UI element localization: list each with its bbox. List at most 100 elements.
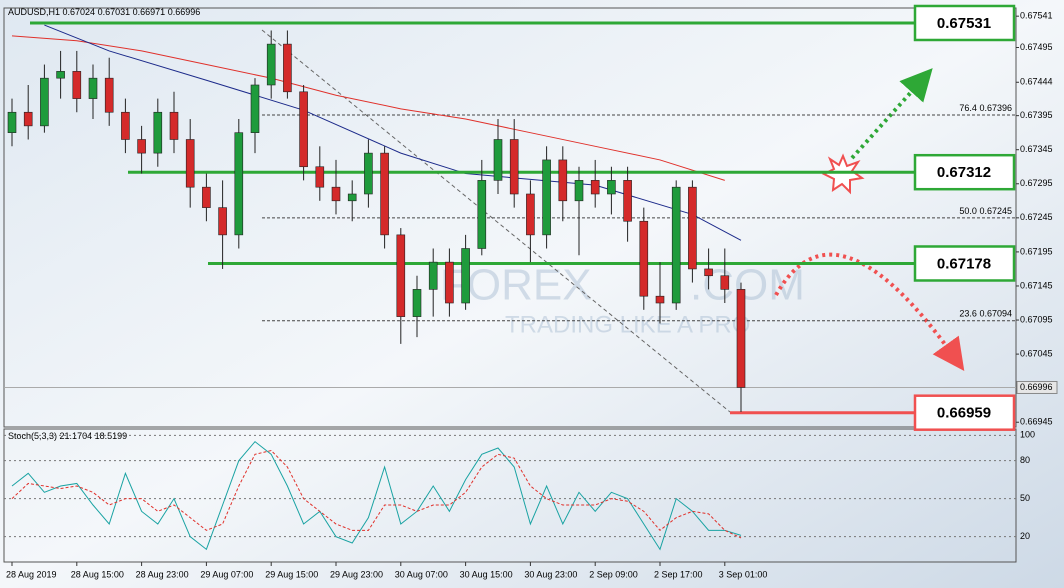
candle-body (7, 111, 17, 133)
stoch-panel (3, 428, 1017, 563)
y-tick-label: 0.67395 (1020, 110, 1053, 120)
y-tick-label: 0.66945 (1020, 417, 1053, 427)
y-tick-label: 0.67444 (1020, 77, 1053, 87)
candle-body (331, 186, 341, 202)
y-tick-label: 0.67495 (1020, 42, 1053, 52)
candle-body (704, 268, 713, 277)
candle-body (590, 180, 600, 195)
y-tick-label: 0.67145 (1020, 280, 1053, 290)
candle-body (72, 71, 82, 99)
y-tick-label: 0.67095 (1020, 314, 1053, 324)
current-price-box (1016, 380, 1058, 394)
fib-value: 0.67245 (979, 206, 1012, 216)
candle-body (218, 207, 227, 236)
candle-body (40, 77, 49, 127)
level-label: 0.67312 (937, 164, 991, 181)
candle-body (574, 180, 584, 202)
level-box (913, 394, 1016, 431)
fib-value: 0.67094 (979, 309, 1012, 319)
candle-body (347, 193, 357, 202)
x-tick-label: 2 Sep 17:00 (654, 569, 703, 579)
candle-body (639, 220, 649, 297)
candle-body (688, 186, 697, 270)
candle-body (655, 295, 665, 304)
chart-header: AUDUSD,H1 0.67024 0.67031 0.66971 0.6699… (8, 7, 200, 17)
candle-body (137, 139, 146, 154)
stoch-line (11, 440, 742, 551)
level-box (913, 4, 1016, 42)
stoch-header: Stoch(5,3,3) 21.1704 18.5199 (8, 431, 127, 441)
x-tick-label: 30 Aug 07:00 (395, 569, 448, 579)
candle-body (234, 132, 244, 236)
candle-body (380, 152, 389, 236)
candle-body (169, 111, 179, 140)
y-tick-label: 0.67295 (1020, 178, 1053, 188)
fib-label: 76.4 0.67396 (959, 103, 1012, 113)
y-tick-label: 0.67045 (1020, 348, 1053, 358)
candle-body (266, 43, 276, 86)
candle-body (23, 111, 33, 127)
stoch-line (11, 449, 742, 539)
candle-body (202, 186, 211, 208)
candle-body (509, 139, 519, 195)
fib-label: 50.0 0.67245 (959, 206, 1012, 216)
x-tick-label: 28 Aug 2019 (6, 569, 57, 579)
candle-body (315, 166, 325, 188)
fib-label: 23.6 0.67094 (959, 309, 1012, 319)
x-tick-label: 28 Aug 23:00 (136, 569, 189, 579)
stoch-tick-label: 80 (1020, 455, 1030, 465)
candle-body (461, 248, 470, 304)
fib-level: 76.4 (959, 103, 977, 113)
candle-body (526, 193, 535, 236)
trend-line (261, 29, 731, 413)
fib-level: 23.6 (959, 309, 977, 319)
x-tick-label: 28 Aug 15:00 (71, 569, 124, 579)
watermark: TRADING LIKE A PRO (505, 311, 750, 338)
level-box (913, 153, 1016, 191)
y-tick-label: 0.67195 (1020, 246, 1053, 256)
candle-body (428, 261, 438, 290)
stoch-tick-label: 20 (1020, 531, 1030, 541)
candle-body (720, 275, 730, 290)
candle-body (542, 159, 551, 236)
candle-body (153, 111, 163, 154)
candle-body (250, 84, 260, 133)
candle-body (736, 289, 746, 388)
candle-body (299, 91, 308, 168)
x-tick-label: 30 Aug 23:00 (524, 569, 577, 579)
y-tick-label: 0.67345 (1020, 144, 1053, 154)
level-label: 0.66959 (937, 405, 991, 422)
y-tick-label: 0.67541 (1020, 11, 1053, 21)
candle-body (283, 43, 292, 93)
fib-value: 0.67396 (979, 103, 1012, 113)
current-price-label: 0.66996 (1020, 382, 1053, 392)
x-tick-label: 29 Aug 15:00 (265, 569, 318, 579)
candle-body (396, 234, 406, 317)
y-tick-label: 0.67245 (1020, 212, 1053, 222)
candle-body (493, 139, 503, 181)
candle-body (623, 180, 632, 222)
moving-average (11, 35, 725, 181)
candle-body (445, 261, 454, 304)
candle-body (477, 180, 487, 249)
candle-body (88, 77, 98, 99)
level-label: 0.67178 (937, 255, 991, 272)
x-tick-label: 29 Aug 07:00 (200, 569, 253, 579)
fib-level: 50.0 (959, 206, 977, 216)
x-tick-label: 30 Aug 15:00 (460, 569, 513, 579)
burst-icon (821, 153, 865, 195)
candle-body (56, 71, 65, 79)
x-tick-label: 2 Sep 09:00 (589, 569, 638, 579)
candle-body (558, 159, 568, 202)
watermark: .COM (690, 261, 805, 310)
candle-body (607, 180, 616, 195)
level-label: 0.67531 (937, 15, 991, 32)
stoch-tick-label: 50 (1020, 493, 1030, 503)
candle-body (412, 289, 422, 317)
candle-body (104, 77, 114, 113)
candle-body (185, 139, 195, 188)
moving-average (44, 24, 742, 241)
x-tick-label: 29 Aug 23:00 (330, 569, 383, 579)
